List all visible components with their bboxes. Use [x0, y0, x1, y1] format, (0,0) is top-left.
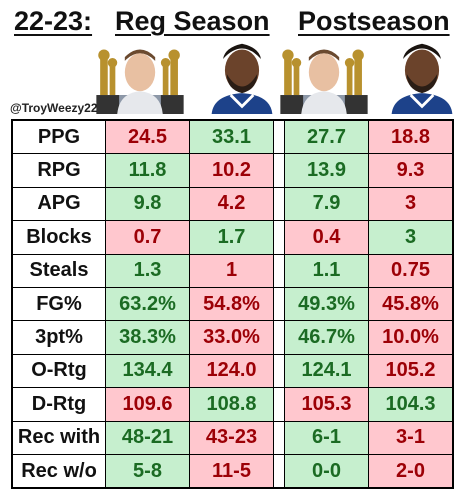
stat-embiid-reg: 11-5 [189, 453, 274, 489]
table-row: Steals 1.3 1 1.1 0.75 [11, 253, 454, 288]
stat-jokic-post: 27.7 [284, 119, 369, 155]
stat-embiid-post: 10.0% [368, 320, 454, 355]
stat-jokic-post: 0-0 [284, 453, 369, 489]
reg-season-title: Reg Season [115, 6, 270, 36]
table-row: RPG 11.8 10.2 13.9 9.3 [11, 153, 454, 188]
stat-jokic-reg: 63.2% [105, 286, 190, 322]
stat-embiid-post: 3 [368, 186, 454, 222]
column-gap [273, 220, 285, 255]
stat-embiid-reg: 108.8 [189, 387, 274, 422]
table-row: PPG 24.5 33.1 27.7 18.8 [11, 119, 454, 155]
stat-embiid-post: 3-1 [368, 420, 454, 455]
stat-embiid-reg: 33.1 [189, 119, 274, 155]
column-gap [273, 420, 285, 455]
stat-jokic-post: 7.9 [284, 186, 369, 222]
stat-embiid-reg: 4.2 [189, 186, 274, 222]
table-row: Rec with 48-21 43-23 6-1 3-1 [11, 420, 454, 455]
column-gap [273, 286, 285, 322]
jokic-with-trophies-photo [96, 49, 184, 114]
stat-label: RPG [11, 153, 106, 188]
table-row: FG% 63.2% 54.8% 49.3% 45.8% [11, 286, 454, 322]
stat-jokic-post: 13.9 [284, 153, 369, 188]
table-row: O-Rtg 134.4 124.0 124.1 105.2 [11, 353, 454, 389]
author-handle: @TroyWeezy22 [10, 101, 98, 115]
column-gap [273, 186, 285, 222]
table-row: D-Rtg 109.6 108.8 105.3 104.3 [11, 387, 454, 422]
stat-jokic-reg: 9.8 [105, 186, 190, 222]
stat-embiid-reg: 10.2 [189, 153, 274, 188]
stat-jokic-reg: 134.4 [105, 353, 190, 389]
stat-embiid-reg: 43-23 [189, 420, 274, 455]
stat-label: D-Rtg [11, 387, 106, 422]
stat-jokic-reg: 24.5 [105, 119, 190, 155]
stat-label: Rec w/o [11, 453, 106, 489]
stat-jokic-post: 1.1 [284, 253, 369, 288]
stat-embiid-post: 105.2 [368, 353, 454, 389]
stat-label: Steals [11, 253, 106, 288]
table-row: Blocks 0.7 1.7 0.4 3 [11, 220, 454, 255]
stat-label: FG% [11, 286, 106, 322]
stat-label: 3pt% [11, 320, 106, 355]
column-gap [273, 320, 285, 355]
column-gap [273, 387, 285, 422]
stat-jokic-reg: 11.8 [105, 153, 190, 188]
stat-jokic-reg: 109.6 [105, 387, 190, 422]
stat-embiid-reg: 124.0 [189, 353, 274, 389]
stat-embiid-post: 9.3 [368, 153, 454, 188]
stat-label: APG [11, 186, 106, 222]
stat-embiid-post: 45.8% [368, 286, 454, 322]
column-gap [273, 353, 285, 389]
stat-jokic-reg: 1.3 [105, 253, 190, 288]
stat-label: Rec with [11, 420, 106, 455]
embiid-photo [205, 40, 279, 114]
stat-embiid-post: 104.3 [368, 387, 454, 422]
stat-embiid-reg: 54.8% [189, 286, 274, 322]
header: 22-23: Reg Season Postseason [0, 0, 466, 48]
stats-table: PPG 24.5 33.1 27.7 18.8 RPG 11.8 10.2 13.9 9.3 APG… [11, 119, 454, 490]
postseason-title: Postseason [298, 6, 450, 36]
stat-embiid-post: 2-0 [368, 453, 454, 489]
stat-jokic-post: 124.1 [284, 353, 369, 389]
stat-jokic-post: 105.3 [284, 387, 369, 422]
column-gap [273, 153, 285, 188]
stat-jokic-reg: 0.7 [105, 220, 190, 255]
stat-embiid-reg: 1 [189, 253, 274, 288]
stat-embiid-reg: 33.0% [189, 320, 274, 355]
stat-jokic-reg: 5-8 [105, 453, 190, 489]
stat-embiid-post: 18.8 [368, 119, 454, 155]
table-row: APG 9.8 4.2 7.9 3 [11, 186, 454, 222]
column-gap [273, 453, 285, 489]
stat-jokic-reg: 38.3% [105, 320, 190, 355]
stat-jokic-reg: 48-21 [105, 420, 190, 455]
embiid-photo [385, 40, 459, 114]
stat-embiid-post: 3 [368, 220, 454, 255]
stat-jokic-post: 0.4 [284, 220, 369, 255]
stat-label: O-Rtg [11, 353, 106, 389]
column-gap [273, 119, 285, 155]
column-gap [273, 253, 285, 288]
stat-embiid-post: 0.75 [368, 253, 454, 288]
stat-embiid-reg: 1.7 [189, 220, 274, 255]
season-title: 22-23: [14, 6, 93, 36]
jokic-with-trophies-photo [280, 49, 368, 114]
stat-label: Blocks [11, 220, 106, 255]
stat-label: PPG [11, 119, 106, 155]
stat-jokic-post: 46.7% [284, 320, 369, 355]
stat-jokic-post: 49.3% [284, 286, 369, 322]
table-row: 3pt% 38.3% 33.0% 46.7% 10.0% [11, 320, 454, 355]
stat-jokic-post: 6-1 [284, 420, 369, 455]
table-row: Rec w/o 5-8 11-5 0-0 2-0 [11, 453, 454, 489]
